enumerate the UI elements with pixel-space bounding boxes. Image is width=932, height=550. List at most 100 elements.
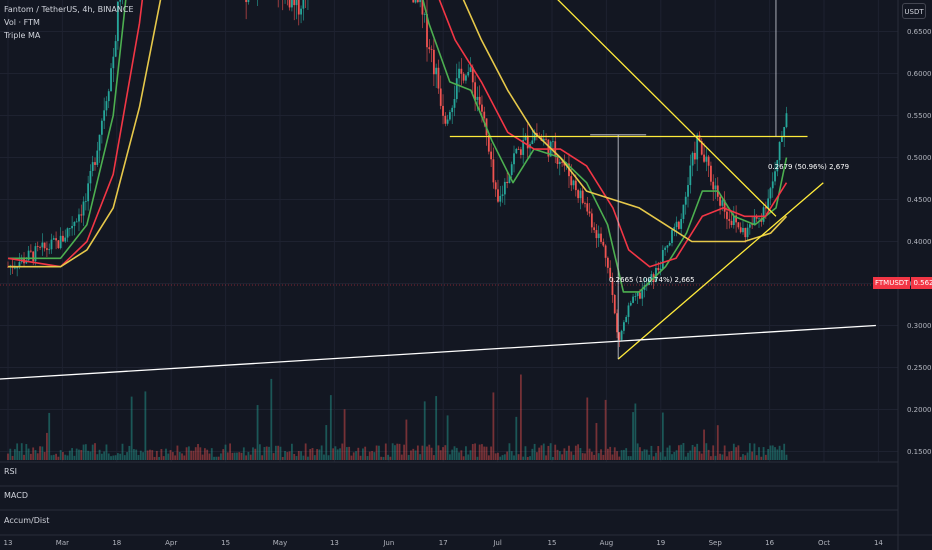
candle-body <box>90 171 92 183</box>
volume-bar <box>527 457 529 460</box>
candle-body <box>497 189 499 201</box>
volume-bar <box>108 453 110 460</box>
volume-bar <box>623 450 625 460</box>
volume-bar <box>545 455 547 460</box>
candle-body <box>728 219 730 221</box>
candle-body <box>419 0 421 2</box>
volume-bar <box>355 451 357 460</box>
volume-bar <box>211 448 213 460</box>
volume-bar <box>110 456 112 460</box>
volume-bar <box>586 398 588 460</box>
indicator-pane-separators <box>0 462 898 510</box>
volume-bar <box>737 445 739 460</box>
volume-bar <box>577 444 579 460</box>
volume-bar <box>362 448 364 460</box>
volume-bar <box>302 456 304 460</box>
candle-body <box>582 191 584 203</box>
volume-bar <box>637 443 639 460</box>
candle-body <box>703 155 705 162</box>
candle-body <box>573 181 575 186</box>
x-tick-label: 13 <box>4 539 13 547</box>
volume-bar <box>286 452 288 460</box>
volume-bar <box>264 447 266 460</box>
candle-body <box>774 171 776 181</box>
volume-bar <box>348 447 350 460</box>
volume-bar <box>493 392 495 460</box>
accum-dist-pane-label[interactable]: Accum/Dist <box>4 516 49 525</box>
volume-bar <box>568 446 570 460</box>
candle-body <box>506 182 508 183</box>
support-line <box>0 326 876 381</box>
candle-body <box>293 0 295 5</box>
volume-bar <box>669 445 671 460</box>
volume-bar <box>554 445 556 460</box>
volume-bar <box>598 453 600 460</box>
x-tick-label: 15 <box>548 539 557 547</box>
candle-body <box>412 0 414 2</box>
volume-bar <box>605 400 607 460</box>
x-tick-label: 16 <box>765 539 774 547</box>
volume-bar <box>758 447 760 460</box>
volume-bar <box>660 452 662 460</box>
x-tick-label: 19 <box>656 539 665 547</box>
candle-body <box>110 68 112 91</box>
volume-bar <box>474 443 476 460</box>
candle-body <box>85 201 87 202</box>
macd-pane-label[interactable]: MACD <box>4 491 28 500</box>
volume-bar <box>403 445 405 460</box>
volume-bar <box>410 450 412 460</box>
volume-bar <box>23 455 25 460</box>
volume-bar <box>616 451 618 460</box>
candle-body <box>483 112 485 119</box>
volume-bar <box>431 448 433 460</box>
candle-body <box>298 0 300 15</box>
candle-body <box>451 108 453 112</box>
indicator-label[interactable]: Triple MA <box>4 29 134 42</box>
volume-bar <box>488 455 490 460</box>
volume-bar <box>511 451 513 460</box>
volume-bar <box>646 450 648 460</box>
candle-body <box>73 222 75 226</box>
candle-body <box>248 0 250 2</box>
candle-body <box>692 153 694 166</box>
candle-body <box>449 112 451 119</box>
volume-bar <box>280 447 282 460</box>
volume-bar <box>389 457 391 460</box>
volume-bar <box>650 446 652 460</box>
volume-bar <box>37 453 39 460</box>
symbol-title[interactable]: Fantom / TetherUS, 4h, BINANCE <box>4 3 134 16</box>
currency-button[interactable]: USDT <box>902 3 926 19</box>
volume-bar <box>165 449 167 460</box>
candle-body <box>467 72 469 75</box>
volume-bar <box>392 443 394 460</box>
volume-bar <box>28 449 30 460</box>
volume-bar <box>341 444 343 460</box>
candle-body <box>584 203 586 204</box>
volume-bar <box>344 409 346 460</box>
trend-drawings[interactable] <box>0 0 876 380</box>
volume-bar <box>593 455 595 460</box>
y-tick-label: 0.6500 <box>907 28 932 36</box>
volume-bar <box>612 455 614 460</box>
volume-bar <box>687 453 689 460</box>
volume-bar <box>747 453 749 460</box>
y-tick-label: 0.4000 <box>907 238 932 246</box>
volume-bar <box>300 451 302 460</box>
volume-bar <box>664 457 666 460</box>
candle-body <box>488 135 490 151</box>
volume-bar <box>602 455 604 460</box>
volume-bar <box>186 447 188 460</box>
candle-body <box>545 139 547 140</box>
volume-bar <box>460 450 462 460</box>
volume-bar <box>779 446 781 460</box>
candle-body <box>589 211 591 213</box>
candle-body <box>605 246 607 258</box>
rsi-pane-label[interactable]: RSI <box>4 467 17 476</box>
volume-bar <box>163 456 165 460</box>
candle-body <box>637 293 639 296</box>
volume-bar <box>254 449 256 460</box>
volume-label[interactable]: Vol · FTM <box>4 16 134 29</box>
candle-body <box>721 200 723 206</box>
candle-body <box>710 166 712 182</box>
